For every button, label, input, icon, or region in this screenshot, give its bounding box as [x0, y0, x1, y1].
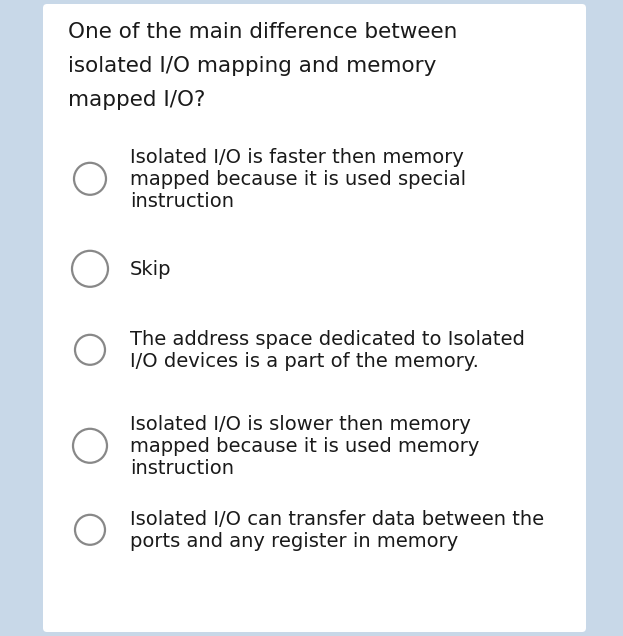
Text: instruction: instruction [130, 192, 234, 211]
Ellipse shape [75, 335, 105, 365]
Text: Isolated I/O is slower then memory: Isolated I/O is slower then memory [130, 415, 471, 434]
Text: ports and any register in memory: ports and any register in memory [130, 532, 459, 551]
Ellipse shape [75, 515, 105, 545]
Text: Isolated I/O can transfer data between the: Isolated I/O can transfer data between t… [130, 510, 544, 529]
Text: Skip: Skip [130, 260, 171, 279]
Ellipse shape [73, 429, 107, 463]
Text: mapped I/O?: mapped I/O? [68, 90, 206, 110]
Text: instruction: instruction [130, 459, 234, 478]
Text: I/O devices is a part of the memory.: I/O devices is a part of the memory. [130, 352, 479, 371]
Text: mapped because it is used memory: mapped because it is used memory [130, 437, 479, 456]
Text: The address space dedicated to Isolated: The address space dedicated to Isolated [130, 330, 525, 349]
Ellipse shape [74, 163, 106, 195]
Text: Isolated I/O is faster then memory: Isolated I/O is faster then memory [130, 148, 464, 167]
FancyBboxPatch shape [43, 4, 586, 632]
Ellipse shape [72, 251, 108, 287]
Text: isolated I/O mapping and memory: isolated I/O mapping and memory [68, 56, 436, 76]
Text: One of the main difference between: One of the main difference between [68, 22, 457, 42]
Text: mapped because it is used special: mapped because it is used special [130, 170, 466, 189]
